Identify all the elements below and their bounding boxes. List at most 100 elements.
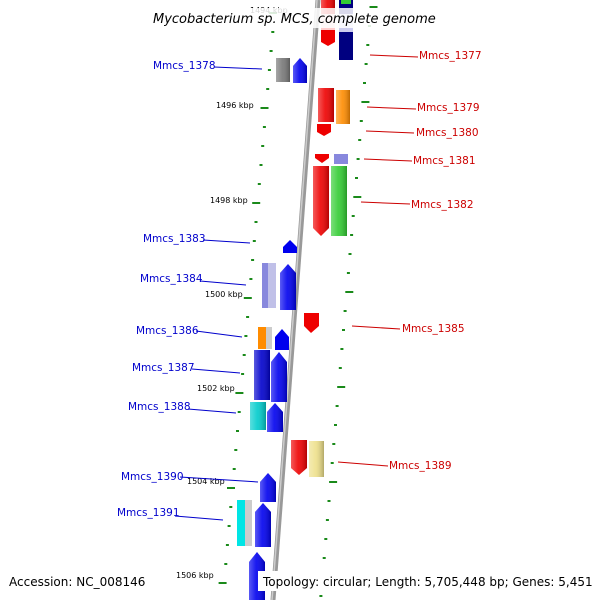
ruler-tick-right: [338, 367, 342, 369]
label-mmcs-1380[interactable]: Mmcs_1380: [416, 127, 479, 139]
leader-mmcs-1381: [363, 158, 413, 162]
leader-mmcs-1379: [366, 106, 417, 110]
label-mmcs-1384[interactable]: Mmcs_1384: [140, 273, 203, 285]
ruler-tick-right: [332, 443, 336, 445]
ruler-tick-right: [322, 557, 326, 559]
gene-mmcs-1384-lavender-light[interactable]: [268, 263, 276, 308]
ruler-tick-right: [359, 120, 363, 122]
ruler-tick-right: [319, 595, 323, 597]
ruler-tick-left: [246, 316, 250, 318]
ruler-tick-right: [329, 481, 338, 483]
gene-mmcs-1377-green-cap[interactable]: [341, 0, 351, 4]
gene-group-right: [291, 0, 353, 477]
leader-mmcs-1378: [213, 66, 263, 70]
footer-topology: Topology: circular; Length: 5,705,448 bp…: [262, 575, 593, 589]
ruler-tick-left: [259, 164, 263, 166]
ruler-tick-right: [324, 538, 328, 540]
label-mmcs-1382[interactable]: Mmcs_1382: [411, 199, 474, 211]
ruler-tick-right: [337, 386, 346, 388]
gene-mmcs-1377-arrow[interactable]: [321, 30, 335, 46]
label-mmcs-1381[interactable]: Mmcs_1381: [413, 155, 476, 167]
ruler-label-1506: 1506 kbp: [176, 571, 214, 580]
ruler-tick-right: [361, 101, 370, 103]
ruler-tick-right: [335, 405, 339, 407]
ruler-tick-left: [262, 126, 266, 128]
label-mmcs-1377[interactable]: Mmcs_1377: [419, 50, 482, 62]
ruler-tick-left: [244, 335, 248, 337]
gene-mmcs-1381[interactable]: [315, 154, 329, 163]
ruler-tick-left: [235, 392, 244, 394]
ruler-tick-left: [237, 411, 241, 413]
gene-mmcs-1386[interactable]: [275, 329, 289, 350]
ruler-tick-left: [261, 145, 265, 147]
ruler-tick-right: [351, 215, 355, 217]
ruler-tick-left: [269, 50, 273, 52]
ruler-tick-left: [242, 354, 246, 356]
gene-labels-right: Mmcs_1377 Mmcs_1379 Mmcs_1380 Mmcs_1381 …: [337, 50, 482, 472]
ruler-tick-left: [229, 506, 233, 508]
ruler-tick-left: [267, 69, 271, 71]
ruler-tick-left: [234, 449, 238, 451]
ruler-tick-right: [325, 519, 329, 521]
gene-mmcs-1383[interactable]: [283, 240, 297, 253]
gene-labels-left: Mmcs_1378 Mmcs_1383 Mmcs_1384 Mmcs_1386 …: [117, 60, 263, 521]
label-mmcs-1387[interactable]: Mmcs_1387: [132, 362, 195, 374]
label-mmcs-1390[interactable]: Mmcs_1390: [121, 471, 184, 483]
ruler-tick-right: [353, 196, 362, 198]
label-mmcs-1391[interactable]: Mmcs_1391: [117, 507, 180, 519]
ruler-tick-left: [254, 221, 258, 223]
ruler-tick-left: [271, 31, 275, 33]
ruler-tick-right: [327, 500, 331, 502]
label-mmcs-1385[interactable]: Mmcs_1385: [402, 323, 465, 335]
ruler-tick-right: [355, 177, 358, 179]
ruler-tick-left: [227, 487, 235, 489]
ruler-label-1502: 1502 kbp: [197, 384, 235, 393]
label-mmcs-1386[interactable]: Mmcs_1386: [136, 325, 199, 337]
ruler-ticks: [218, 6, 378, 597]
gene-mmcs-1386-orange[interactable]: [258, 327, 267, 349]
ruler-tick-right: [345, 291, 354, 293]
ruler-label-1496: 1496 kbp: [216, 101, 254, 110]
ruler-tick-right: [340, 348, 344, 350]
gene-group-left: [237, 58, 307, 600]
ruler-tick-left: [252, 240, 256, 242]
gene-mmcs-1380[interactable]: [317, 124, 331, 136]
map-title: Mycobacterium sp. MCS, complete genome: [153, 12, 436, 27]
ruler-tick-left: [218, 582, 227, 584]
ruler-tick-right: [342, 329, 345, 331]
ruler-tick-right: [364, 63, 368, 65]
leader-mmcs-1380: [365, 130, 415, 134]
ruler-tick-left: [236, 430, 239, 432]
footer-topology-backing: [258, 571, 596, 591]
gene-mmcs-1381-lavender[interactable]: [334, 154, 348, 164]
ruler-tick-right: [350, 234, 354, 236]
leader-mmcs-1382: [360, 201, 411, 205]
leader-mmcs-1389: [337, 461, 389, 467]
ruler-label-1498: 1498 kbp: [210, 196, 248, 205]
label-mmcs-1383[interactable]: Mmcs_1383: [143, 233, 206, 245]
gene-mmcs-1385[interactable]: [304, 313, 319, 333]
leader-mmcs-1385: [351, 325, 401, 330]
label-mmcs-1388[interactable]: Mmcs_1388: [128, 401, 191, 413]
ruler-tick-left: [241, 373, 245, 375]
ruler-tick-left: [224, 563, 228, 565]
label-mmcs-1389[interactable]: Mmcs_1389: [389, 460, 452, 472]
leader-mmcs-1388: [187, 408, 237, 414]
gene-mmcs-1391-cyan[interactable]: [237, 500, 246, 546]
ruler-tick-right: [358, 139, 362, 141]
leader-mmcs-1386: [195, 330, 243, 338]
ruler-label-1500: 1500 kbp: [205, 290, 243, 299]
ruler-tick-left: [252, 202, 261, 204]
ruler-label-1504: 1504 kbp: [187, 477, 225, 486]
label-mmcs-1378[interactable]: Mmcs_1378: [153, 60, 216, 72]
gene-mmcs-1391-gray[interactable]: [245, 500, 252, 546]
ruler-tick-right: [366, 44, 370, 46]
leader-mmcs-1383: [202, 239, 251, 244]
label-mmcs-1379[interactable]: Mmcs_1379: [417, 102, 480, 114]
gene-mmcs-1386-gray[interactable]: [266, 327, 272, 349]
leader-mmcs-1390: [179, 476, 259, 483]
leader-mmcs-1377: [369, 54, 419, 58]
footer-accession-backing: [4, 571, 148, 591]
ruler-tick-right: [343, 310, 347, 312]
